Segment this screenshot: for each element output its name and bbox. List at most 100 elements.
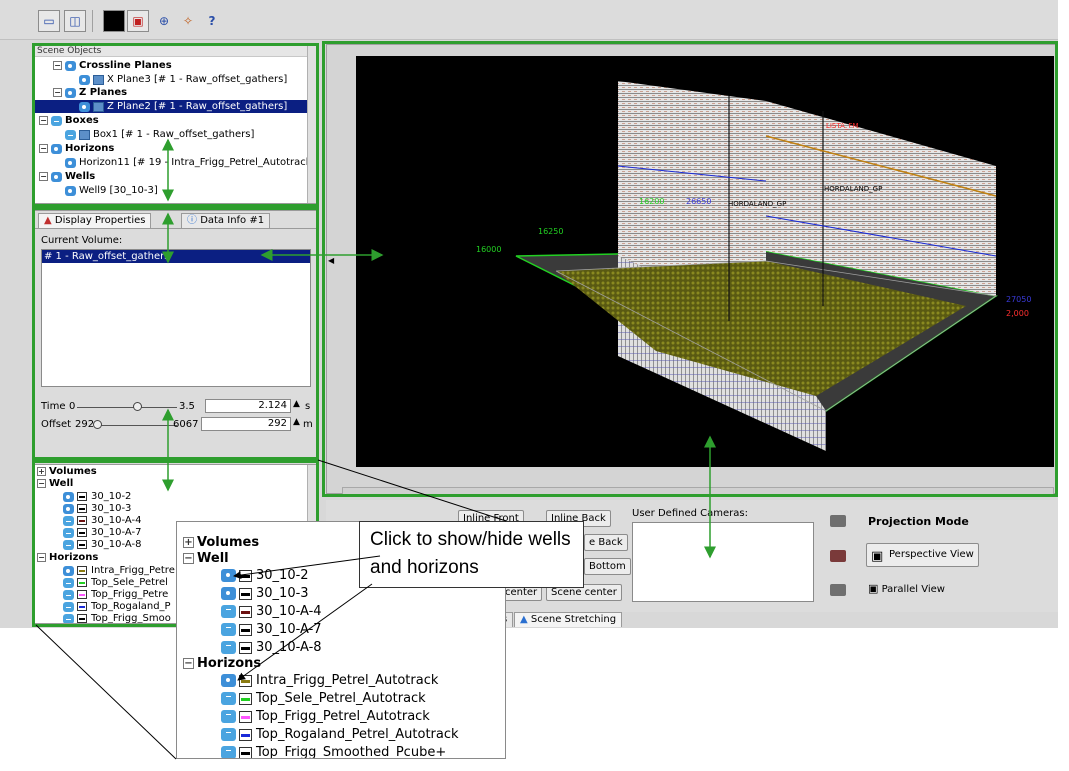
eye-icon[interactable] <box>65 185 76 196</box>
callout-horizon-top-sele[interactable]: Top_Sele_Petrel_Autotrack <box>221 690 426 707</box>
eye-hidden-icon[interactable] <box>63 539 74 550</box>
time-slider-knob[interactable] <box>133 402 142 411</box>
callout-horizon-top-frigg[interactable]: Top_Frigg_Petrel_Autotrack <box>221 708 430 725</box>
eye-icon[interactable] <box>79 74 90 85</box>
scene-objects-scrollbar[interactable] <box>307 45 317 203</box>
time-slider-track[interactable] <box>77 407 177 408</box>
callout-horizon-intra-frigg[interactable]: Intra_Frigg_Petrel_Autotrack <box>221 672 438 689</box>
eye-hidden-icon[interactable] <box>51 115 62 126</box>
horizon-color-swatch[interactable] <box>239 710 252 723</box>
3d-viewport[interactable]: 16000 16250 16200 26650 HORDALAND_GP HOR… <box>356 56 1054 467</box>
well-color-swatch[interactable] <box>77 492 87 501</box>
horizon-color-swatch[interactable] <box>239 746 252 758</box>
time-spin-icon[interactable]: ▲ <box>293 399 300 409</box>
well-color-swatch[interactable] <box>239 587 252 600</box>
eye-icon[interactable] <box>221 674 236 687</box>
horizon-row-top-frigg[interactable]: Top_Frigg_Petre <box>63 588 168 601</box>
offset-value-field[interactable]: 292 <box>201 417 291 431</box>
well-color-swatch[interactable] <box>77 504 87 513</box>
callout-well-30_10-3[interactable]: 30_10-3 <box>221 585 309 602</box>
crosshair-icon[interactable]: ⊕ <box>158 14 170 28</box>
layout-single-icon[interactable]: ▭ <box>38 10 60 32</box>
tree-volumes[interactable]: + Volumes <box>37 466 97 477</box>
collapse-icon[interactable]: − <box>39 116 48 125</box>
tab-display-properties[interactable]: ▲ Display Properties <box>38 213 152 228</box>
well-row-30_10-2[interactable]: 30_10-2 <box>63 490 131 503</box>
eye-icon[interactable] <box>63 491 74 502</box>
horizon-color-swatch[interactable] <box>77 602 87 611</box>
horizon-color-swatch[interactable] <box>239 728 252 741</box>
eye-hidden-icon[interactable] <box>221 692 236 705</box>
callout-horizon-top-frigg-smoothed[interactable]: Top_Frigg_Smoothed_Pcube+ <box>221 744 446 758</box>
view-cube-icon[interactable]: ▣ <box>127 10 149 32</box>
callout-horizon-top-rogaland[interactable]: Top_Rogaland_Petrel_Autotrack <box>221 726 459 743</box>
eye-hidden-icon[interactable] <box>221 623 236 636</box>
eye-hidden-icon[interactable] <box>63 515 74 526</box>
offset-slider-track[interactable] <box>97 425 177 426</box>
eye-hidden-icon[interactable] <box>63 613 74 623</box>
eye-icon[interactable] <box>65 87 76 98</box>
parallel-view-option[interactable]: ▣ Parallel View <box>868 582 945 595</box>
tree-item-crossline-planes[interactable]: − Crossline Planes <box>53 60 172 71</box>
tree-item-well9[interactable]: Well9 [30_10-3] <box>65 184 158 197</box>
eye-hidden-icon[interactable] <box>63 601 74 612</box>
horizon-row-top-sele[interactable]: Top_Sele_Petrel <box>63 576 168 589</box>
horizon-color-swatch[interactable] <box>239 674 252 687</box>
horizon-row-top-frigg-smoothed[interactable]: Top_Frigg_Smoo <box>63 612 171 623</box>
tree-item-z-planes[interactable]: − Z Planes <box>53 87 128 98</box>
camera-go-icon[interactable] <box>830 584 846 596</box>
expand-icon[interactable]: + <box>183 537 194 548</box>
background-color-icon[interactable] <box>103 10 125 32</box>
time-value-field[interactable]: 2.124 <box>205 399 291 413</box>
tree-item-z-plane-selected[interactable]: Z Plane2 [# 1 - Raw_offset_gathers] <box>35 100 307 113</box>
tree-item-x-plane[interactable]: X Plane3 [# 1 - Raw_offset_gathers] <box>79 73 287 86</box>
user-cameras-list[interactable] <box>632 522 814 602</box>
tree-well[interactable]: − Well <box>37 478 74 489</box>
callout-well-30_10-2[interactable]: 30_10-2 <box>221 567 309 584</box>
perspective-view-button[interactable]: ▣ Perspective View <box>866 543 979 567</box>
collapse-icon[interactable]: − <box>53 88 62 97</box>
current-volume-item[interactable]: # 1 - Raw_offset_gathers <box>42 250 310 263</box>
well-color-swatch[interactable] <box>239 641 252 654</box>
help-icon[interactable]: ? <box>208 14 216 28</box>
horizon-color-swatch[interactable] <box>77 578 87 587</box>
tab-scene-stretching[interactable]: ▲ Scene Stretching <box>514 612 623 627</box>
eye-hidden-icon[interactable] <box>221 641 236 654</box>
well-color-swatch[interactable] <box>77 528 87 537</box>
eye-hidden-icon[interactable] <box>221 728 236 741</box>
camera-add-icon[interactable] <box>830 515 846 527</box>
horizon-color-swatch[interactable] <box>77 590 87 599</box>
well-row-30_10-A-8[interactable]: 30_10-A-8 <box>63 538 141 551</box>
pick-point-icon[interactable]: ✧ <box>182 14 194 28</box>
collapse-icon[interactable]: − <box>183 658 194 669</box>
horizon-color-swatch[interactable] <box>77 614 87 623</box>
well-color-swatch[interactable] <box>239 569 252 582</box>
well-row-30_10-A-4[interactable]: 30_10-A-4 <box>63 514 141 527</box>
horizon-color-swatch[interactable] <box>239 692 252 705</box>
horizon-row-intra-frigg[interactable]: Intra_Frigg_Petre <box>63 564 175 577</box>
well-color-swatch[interactable] <box>77 516 87 525</box>
eye-hidden-icon[interactable] <box>63 527 74 538</box>
horizon-row-top-rogaland[interactable]: Top_Rogaland_P <box>63 600 171 613</box>
callout-tree-well[interactable]: − Well <box>183 551 229 566</box>
well-color-swatch[interactable] <box>239 623 252 636</box>
callout-well-30_10-A-7[interactable]: 30_10-A-7 <box>221 621 322 638</box>
layout-split-icon[interactable]: ◫ <box>64 10 86 32</box>
eye-icon[interactable] <box>63 503 74 514</box>
offset-slider-knob[interactable] <box>93 420 102 429</box>
well-row-30_10-3[interactable]: 30_10-3 <box>63 502 131 515</box>
eye-hidden-icon[interactable] <box>221 746 236 758</box>
eye-hidden-icon[interactable] <box>63 589 74 600</box>
expand-icon[interactable]: + <box>37 467 46 476</box>
eye-icon[interactable] <box>221 569 236 582</box>
back-button[interactable]: e Back <box>584 534 628 551</box>
collapse-icon[interactable]: − <box>183 553 194 564</box>
collapse-icon[interactable]: − <box>53 61 62 70</box>
camera-remove-icon[interactable] <box>830 550 846 562</box>
bottom-button[interactable]: Bottom <box>584 558 631 575</box>
tree-item-horizons[interactable]: − Horizons <box>39 143 115 154</box>
offset-spin-icon[interactable]: ▲ <box>293 417 300 427</box>
collapse-icon[interactable]: − <box>37 553 46 562</box>
eye-hidden-icon[interactable] <box>63 577 74 588</box>
eye-hidden-icon[interactable] <box>221 710 236 723</box>
